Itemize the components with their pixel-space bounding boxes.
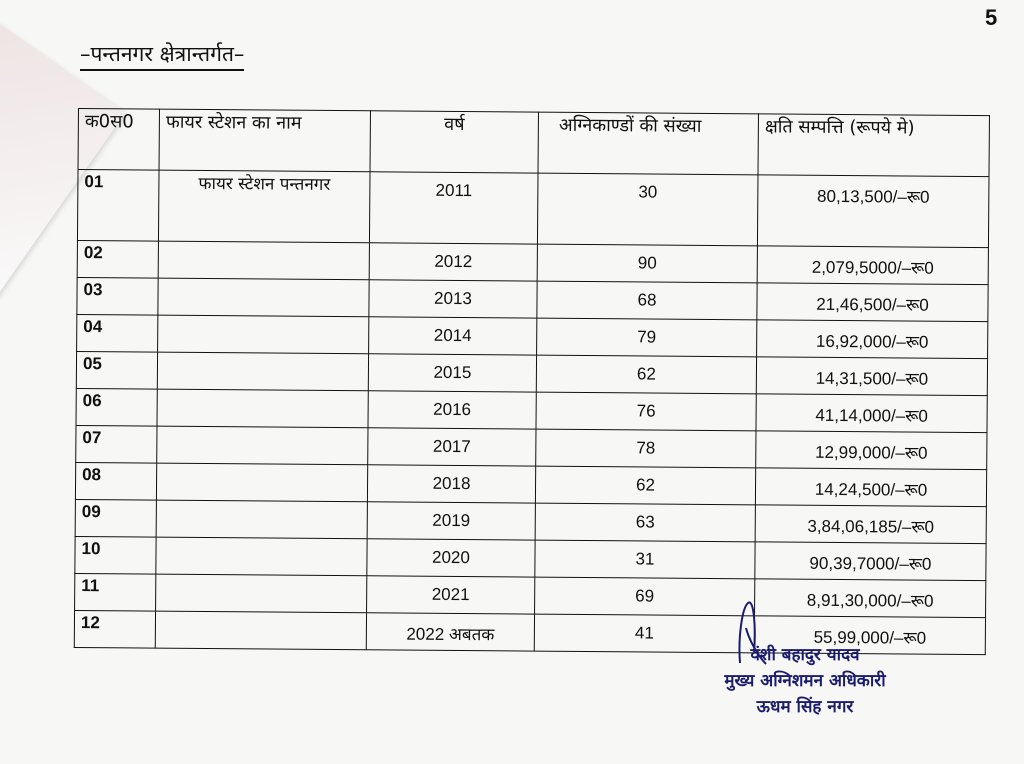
section-heading: –पन्तनगर क्षेत्रान्तर्गत– <box>80 40 245 71</box>
damage-cell: 41,14,000/–रू0 <box>755 393 988 433</box>
year-cell: 2020 <box>366 538 536 578</box>
count-cell: 63 <box>535 503 756 542</box>
damage-cell: 80,13,500/–रू0 <box>757 174 989 248</box>
count-cell: 78 <box>535 429 756 468</box>
header-station: फायर स्टेशन का नाम <box>159 109 371 172</box>
year-cell: 2012 <box>369 242 538 282</box>
station-cell <box>155 611 367 650</box>
damage-cell: 90,39,7000/–रू0 <box>754 541 987 581</box>
serial-cell: 09 <box>75 499 157 538</box>
serial-cell: 04 <box>76 314 158 353</box>
serial-cell: 07 <box>75 425 158 464</box>
page-number: 5 <box>985 5 998 30</box>
station-cell <box>156 500 368 539</box>
year-cell: 2015 <box>368 353 537 393</box>
serial-cell: 08 <box>75 462 157 501</box>
table-header-row: क0स0 फायर स्टेशन का नाम वर्ष अग्निकाण्डो… <box>78 108 990 177</box>
header-damage: क्षति सम्पत्ति (रूपये मे) <box>757 113 990 177</box>
station-cell <box>157 352 369 391</box>
count-cell: 76 <box>535 392 757 431</box>
signatory-name: वंशी बहादुर यादव <box>750 645 860 665</box>
signatory-designation: मुख्य अग्निशमन अधिकारी <box>724 671 886 691</box>
year-cell: 2013 <box>368 279 538 319</box>
handwritten-signature <box>738 601 767 665</box>
signature-block: वंशी बहादुर यादव मुख्य अग्निशमन अधिकारी … <box>690 600 920 720</box>
station-cell <box>156 426 368 465</box>
header-count: अग्निकाण्डों की संख्या <box>538 112 759 175</box>
damage-cell: 14,24,500/–रू0 <box>755 467 987 507</box>
count-cell: 68 <box>536 281 758 320</box>
count-cell: 62 <box>536 355 757 394</box>
serial-cell: 03 <box>76 277 159 316</box>
count-cell: 30 <box>537 173 758 246</box>
damage-cell: 16,92,000/–रू0 <box>756 319 988 359</box>
station-cell <box>156 463 368 502</box>
station-cell <box>157 389 369 428</box>
count-cell: 31 <box>534 540 756 579</box>
serial-cell: 06 <box>76 388 158 427</box>
year-cell: 2022 अबतक <box>366 612 535 652</box>
station-cell <box>155 574 367 613</box>
fire-incidents-table: क0स0 फायर स्टेशन का नाम वर्ष अग्निकाण्डो… <box>74 108 990 655</box>
station-cell <box>155 537 368 576</box>
signatory-location: ऊधम सिंह नगर <box>756 697 854 717</box>
station-cell <box>157 278 370 317</box>
year-cell: 2017 <box>367 427 536 467</box>
serial-cell: 11 <box>74 573 156 612</box>
header-serial: क0स0 <box>78 108 160 171</box>
year-cell: 2011 <box>369 171 539 245</box>
count-cell: 62 <box>535 466 756 505</box>
damage-cell: 2,079,5000/–रू0 <box>757 245 989 285</box>
year-cell: 2014 <box>368 316 537 356</box>
damage-cell: 21,46,500/–रू0 <box>756 282 989 322</box>
year-cell: 2019 <box>367 501 536 541</box>
year-cell: 2018 <box>367 464 536 504</box>
header-year: वर्ष <box>370 110 539 174</box>
table-row: 01 फायर स्टेशन पन्तनगर 2011 30 80,13,500/–रू… <box>77 169 989 248</box>
station-cell: फायर स्टेशन पन्तनगर <box>158 170 371 243</box>
damage-cell: 12,99,000/–रू0 <box>755 430 987 470</box>
serial-cell: 02 <box>77 240 159 279</box>
count-cell: 90 <box>537 244 758 283</box>
station-cell <box>157 315 369 354</box>
count-cell: 79 <box>536 318 757 357</box>
year-cell: 2016 <box>367 390 537 430</box>
serial-cell: 10 <box>74 536 157 575</box>
damage-cell: 3,84,06,185/–रू0 <box>755 504 987 544</box>
damage-cell: 14,31,500/–रू0 <box>756 356 988 396</box>
serial-cell: 01 <box>77 169 160 242</box>
serial-cell: 05 <box>76 351 158 390</box>
serial-cell: 12 <box>74 610 156 649</box>
year-cell: 2021 <box>366 575 535 615</box>
station-cell <box>158 241 370 280</box>
